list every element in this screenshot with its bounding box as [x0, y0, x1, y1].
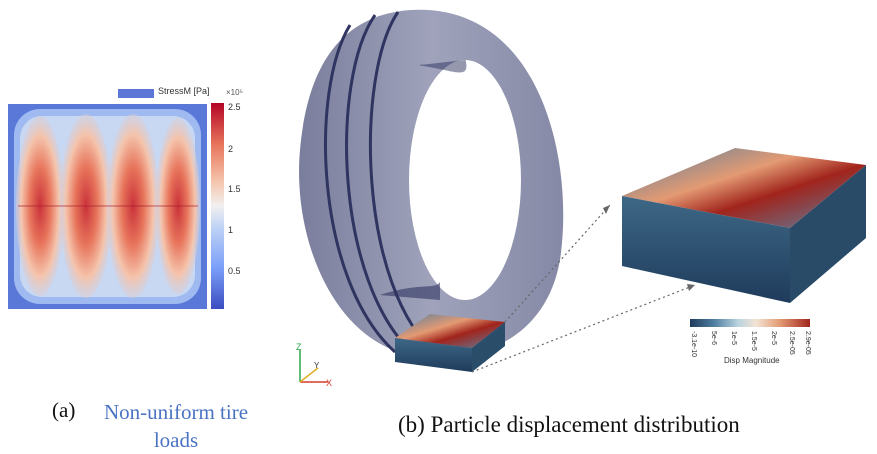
tire-illustration: Z Y X — [296, 9, 866, 388]
disp-tick: 1.5e-5 — [750, 331, 757, 351]
colorbar-tick: 2 — [228, 144, 234, 154]
small-block-front — [395, 338, 472, 372]
large-block-front — [622, 196, 790, 303]
small-block-side — [472, 322, 505, 372]
tire-groove — [368, 11, 439, 357]
legend-swatch — [118, 89, 154, 98]
displacement-colorbar — [690, 319, 810, 327]
disp-tick: 5e-6 — [710, 331, 717, 346]
large-block-top — [622, 148, 866, 228]
stress-heatmap — [8, 104, 207, 309]
caption-a-text: Non-uniform tire loads — [103, 400, 249, 452]
small-block-top — [395, 314, 505, 348]
colorbar-exponent: ×10⁵ — [226, 88, 243, 97]
zoom-line — [504, 204, 611, 323]
disp-tick: -3.1e-10 — [690, 331, 697, 358]
colorbar-title: Disp Magnitude — [724, 356, 780, 365]
tire-groove — [345, 14, 416, 357]
legend-label: StressM [Pa] — [158, 86, 210, 96]
disp-tick: 1e-5 — [730, 331, 737, 346]
colorbar-tick: 2.5 — [228, 102, 241, 112]
colorbar-tick: 1.5 — [228, 184, 241, 194]
caption-b: (b) Particle displacement distribution — [398, 412, 740, 437]
tire-groove — [324, 24, 397, 354]
colorbar-tick: 0.5 — [228, 266, 241, 276]
disp-tick: 2.9e-05 — [804, 331, 811, 355]
stress-colorbar — [211, 103, 224, 309]
disp-tick: 2e-5 — [770, 331, 777, 346]
axis-label-z: Z — [296, 342, 302, 352]
large-block-side — [790, 165, 866, 303]
tire-inner-hole — [409, 60, 521, 300]
axis-label-x: X — [326, 378, 332, 388]
colorbar-tick: 1 — [228, 225, 234, 235]
panel-a-stress-map: StressM [Pa] ×10⁵ 2.5 2 1.5 1 0.5 (a) No… — [0, 0, 260, 454]
axis-label-y: Y — [314, 361, 320, 370]
disp-tick: 2.5e-05 — [788, 331, 795, 355]
caption-a-label: (a) — [52, 398, 76, 422]
